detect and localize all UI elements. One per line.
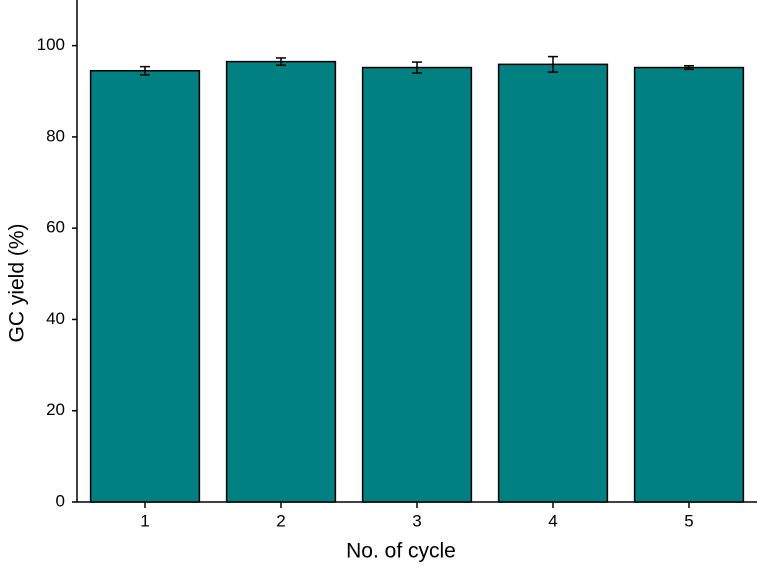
x-tick-label: 4 [548,511,557,530]
error-bar [276,57,286,67]
bar [361,66,473,503]
y-axis-title: GC yield (%) [6,223,29,342]
error-bar [412,61,422,74]
x-axis-title: No. of cycle [346,540,456,563]
y-tick-label: 100 [37,35,65,54]
bar [89,69,201,503]
bar [633,66,745,503]
bar [497,63,609,503]
y-tick-label: 20 [46,400,65,419]
y-tick-label: 60 [46,218,65,237]
y-tick-label: 40 [46,309,65,328]
y-tick-label: 0 [56,491,65,510]
y-tick-label: 80 [46,126,65,145]
x-tick-label: 1 [140,511,149,530]
x-tick-label: 5 [684,511,693,530]
error-bar [548,55,558,73]
x-tick-label: 2 [276,511,285,530]
bar [225,60,337,503]
error-bar [140,65,150,76]
error-bar [684,64,694,71]
x-tick-label: 3 [412,511,421,530]
